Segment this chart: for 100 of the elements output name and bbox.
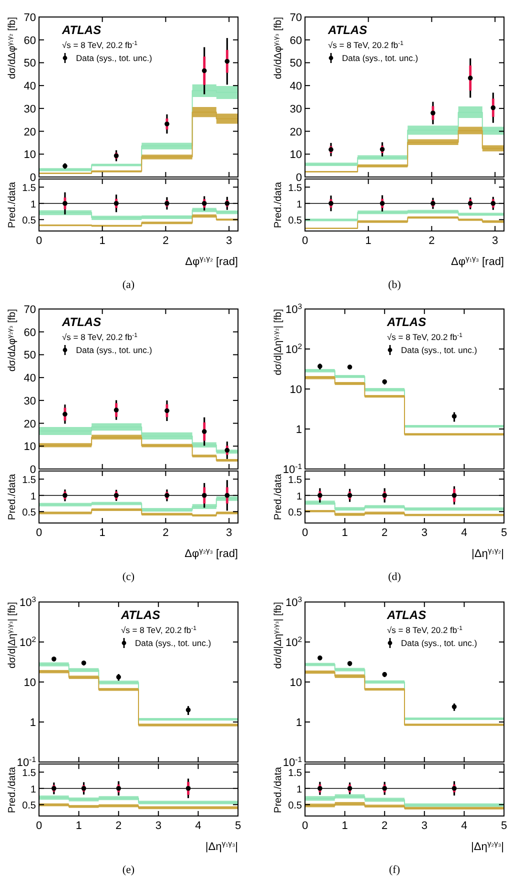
x-tick-label: 3: [421, 527, 428, 539]
x-tick-label: 2: [116, 820, 122, 832]
x-axis-title: |Δη$^{γ₁γ₃}$|: [205, 838, 238, 853]
y-tick-label: 10$^{-1}$: [282, 754, 302, 769]
y-tick-label: 0: [30, 464, 36, 476]
y-tick-label: 0: [30, 172, 36, 184]
y-tick-label: 1: [296, 491, 302, 502]
text: (c): [122, 571, 135, 583]
annotation: ATLAS: [120, 608, 160, 622]
annotation: ATLAS: [327, 23, 368, 37]
x-tick-label: 5: [500, 820, 508, 832]
y-tick-label: 20: [24, 126, 36, 138]
y-tick-label: 1: [30, 199, 36, 210]
y-tick-label: 50: [24, 350, 36, 362]
legend-label: Data (sys., tot. unc.): [401, 638, 478, 648]
x-tick-label: 5: [234, 820, 242, 832]
x-tick-label: 4: [195, 820, 202, 832]
text: (e): [122, 864, 135, 876]
y-tick-label: 10$^{2}$: [285, 634, 302, 649]
x-tick-label: 1: [342, 527, 348, 539]
y-tick-label: 10$^{-1}$: [282, 462, 302, 476]
y-tick-label: 0.5: [22, 800, 36, 812]
y-tick-label: 1: [296, 199, 302, 210]
legend-label: Data (sys., tot. unc.): [135, 638, 212, 648]
y-tick-label: 1: [296, 717, 302, 729]
x-tick-label: 3: [226, 235, 232, 247]
text: (d): [388, 571, 402, 583]
x-tick-label: 1: [99, 527, 106, 539]
annotation: ATLAS: [61, 315, 102, 329]
x-tick-label: 1: [99, 235, 106, 247]
text: (a): [122, 279, 135, 291]
y-tick-label: 70: [24, 12, 36, 24]
y-tick-label: 60: [24, 34, 36, 47]
x-tick-label: 2: [428, 235, 435, 247]
y-tick-label: 20: [24, 418, 36, 430]
annotation: ATLAS: [386, 315, 426, 329]
x-tick-label: 1: [76, 820, 82, 832]
x-axis-title: |Δη$^{γ₂γ₃}$|: [471, 838, 504, 853]
y-tick-label: 1: [30, 717, 36, 729]
annotation: √s = 8 TeV, 20.2 fb$^{-1}$: [121, 625, 198, 635]
y-tick-label: 50: [290, 58, 302, 70]
annotation: ATLAS: [386, 608, 426, 622]
y-tick-label: 10$^{2}$: [19, 634, 36, 649]
text: (b): [388, 279, 402, 291]
y-tick-label: 1.5: [288, 475, 302, 486]
y-tick-label: 0.5: [22, 508, 36, 519]
legend-label: Data (sys., tot. unc.): [342, 53, 418, 63]
y-tick-label: 1: [30, 491, 36, 502]
y-tick-label: 10: [24, 677, 36, 689]
y-axis-title: Pred./data: [7, 766, 18, 814]
y-tick-label: 0.5: [288, 800, 302, 812]
x-tick-label: 2: [162, 235, 169, 247]
legend-label: Data (sys., tot. unc.): [76, 53, 152, 63]
y-axis-title: Pred./data: [7, 473, 18, 520]
y-axis-title: Pred./data: [273, 473, 284, 520]
x-tick-label: 3: [226, 527, 232, 539]
y-tick-label: 1.5: [22, 183, 36, 194]
y-tick-label: 0.5: [22, 216, 36, 227]
x-tick-label: 2: [382, 527, 388, 539]
x-tick-label: 4: [461, 820, 468, 832]
annotation: √s = 8 TeV, 20.2 fb$^{-1}$: [62, 40, 138, 50]
x-axis-title: Δφ$^{γ₂γ₃}$ [rad]: [184, 546, 238, 560]
y-tick-label: 60: [24, 326, 36, 339]
y-axis-title: Pred./data: [273, 181, 284, 228]
y-tick-label: 10: [290, 149, 302, 162]
y-tick-label: 40: [290, 80, 302, 93]
y-tick-label: 70: [290, 12, 302, 24]
y-tick-label: 10$^{-1}$: [16, 754, 36, 769]
y-tick-label: 10: [24, 441, 36, 454]
annotation: √s = 8 TeV, 20.2 fb$^{-1}$: [328, 40, 404, 50]
y-tick-label: 40: [24, 372, 36, 385]
y-tick-label: 0.5: [288, 216, 302, 227]
x-tick-label: 2: [382, 820, 388, 832]
y-tick-label: 70: [24, 304, 36, 316]
y-tick-label: 0: [296, 172, 302, 184]
text: (f): [389, 864, 400, 876]
y-tick-label: 10$^{2}$: [285, 342, 302, 356]
y-tick-label: 10: [290, 677, 302, 689]
y-tick-label: 0.5: [288, 508, 302, 519]
annotation: √s = 8 TeV, 20.2 fb$^{-1}$: [387, 625, 464, 635]
y-tick-label: 10$^{3}$: [285, 594, 302, 609]
y-tick-label: 1.5: [22, 475, 36, 486]
y-tick-label: 10$^{3}$: [285, 302, 302, 316]
y-tick-label: 1: [296, 424, 302, 436]
legend-label: Data (sys., tot. unc.): [401, 345, 478, 355]
x-tick-label: 3: [421, 820, 428, 832]
y-tick-label: 50: [24, 58, 36, 70]
y-tick-label: 30: [24, 395, 36, 408]
y-tick-label: 1: [30, 784, 36, 796]
annotation: √s = 8 TeV, 20.2 fb$^{-1}$: [387, 332, 464, 342]
x-tick-label: 3: [492, 235, 498, 247]
x-tick-label: 1: [342, 820, 348, 832]
y-tick-label: 20: [290, 126, 302, 138]
x-axis-title: Δφ$^{γ₁γ₂}$ [rad]: [185, 254, 238, 268]
y-axis-title: Pred./data: [273, 766, 284, 814]
x-axis-title: |Δη$^{γ₁γ₂}$|: [472, 546, 504, 560]
x-tick-label: 5: [500, 527, 508, 539]
y-tick-label: 1.5: [22, 768, 36, 780]
annotation: ATLAS: [61, 23, 102, 37]
x-tick-label: 3: [155, 820, 162, 832]
